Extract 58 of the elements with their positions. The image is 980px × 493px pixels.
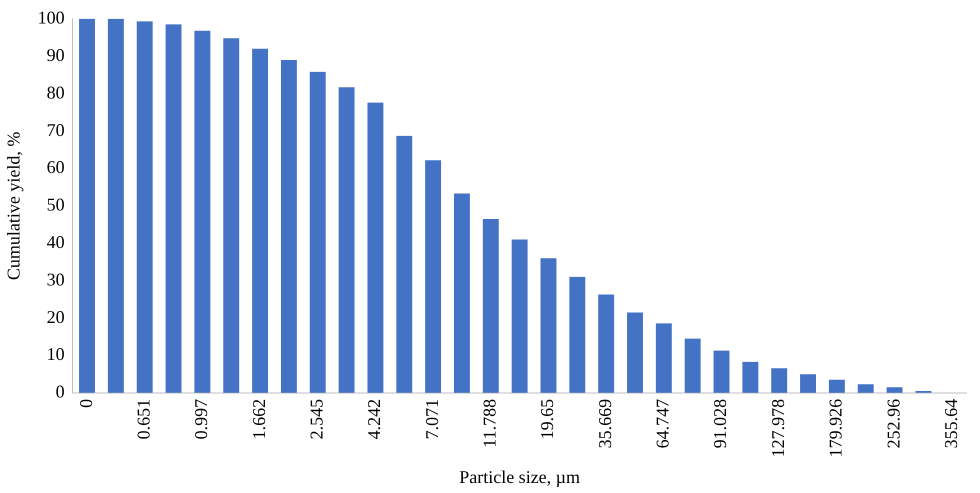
bar	[684, 338, 701, 393]
y-tick-label: 10	[46, 344, 65, 364]
y-tick-label: 90	[46, 44, 65, 65]
bar	[396, 136, 412, 393]
bar	[166, 24, 182, 393]
x-tick-label: 1.662	[248, 398, 269, 440]
x-tick-label: 11.788	[480, 398, 500, 448]
bar	[223, 38, 240, 393]
bar	[656, 323, 672, 393]
bar	[886, 387, 903, 393]
bar	[280, 60, 297, 393]
x-tick-label: 2.545	[306, 398, 326, 440]
x-tick-label: 7.071	[422, 398, 442, 440]
bar	[454, 194, 470, 393]
x-tick-label: 91.028	[710, 398, 730, 448]
x-tick-label: 64.747	[652, 398, 673, 448]
bar	[252, 48, 268, 393]
x-tick-label: 0	[76, 398, 96, 408]
y-tick-label: 40	[46, 232, 65, 252]
x-tick-label: 19.65	[537, 398, 558, 440]
y-tick-label: 50	[46, 194, 65, 215]
bar	[367, 102, 384, 393]
x-tick-label: 35.669	[594, 398, 615, 448]
x-tick-label: 0.997	[191, 398, 212, 440]
bar	[482, 218, 499, 393]
y-axis-title: Cumulative yield, %	[4, 132, 24, 280]
y-tick-label: 100	[38, 8, 65, 28]
bar	[771, 368, 788, 393]
y-tick-label: 20	[46, 306, 65, 327]
x-tick-label: 0.651	[133, 398, 154, 440]
x-tick-label: 355.64	[940, 398, 961, 448]
y-tick-label: 30	[46, 269, 65, 290]
bar	[79, 18, 95, 393]
bar	[828, 380, 845, 393]
y-tick-label: 60	[46, 157, 65, 178]
bar	[194, 30, 210, 393]
bar	[310, 72, 326, 393]
y-tick-label: 80	[46, 82, 65, 102]
bar	[512, 240, 528, 393]
y-tick-label: 70	[46, 120, 65, 140]
bar	[858, 384, 874, 393]
x-tick-label: 127.978	[768, 398, 788, 458]
bar	[742, 362, 758, 393]
x-axis-title: Particle size, µm	[459, 466, 580, 487]
bar	[714, 350, 730, 393]
bar	[800, 374, 816, 393]
bar	[136, 21, 153, 393]
bar	[108, 18, 124, 393]
bar	[627, 312, 643, 393]
x-tick-label: 179.926	[826, 398, 846, 458]
bar	[598, 294, 614, 393]
bar	[425, 160, 442, 393]
bar	[338, 87, 355, 393]
x-tick-label: 4.242	[364, 398, 384, 440]
bar	[569, 276, 586, 393]
bar	[540, 258, 556, 393]
y-tick-label: 0	[56, 382, 65, 402]
x-tick-label: 252.96	[883, 398, 904, 448]
